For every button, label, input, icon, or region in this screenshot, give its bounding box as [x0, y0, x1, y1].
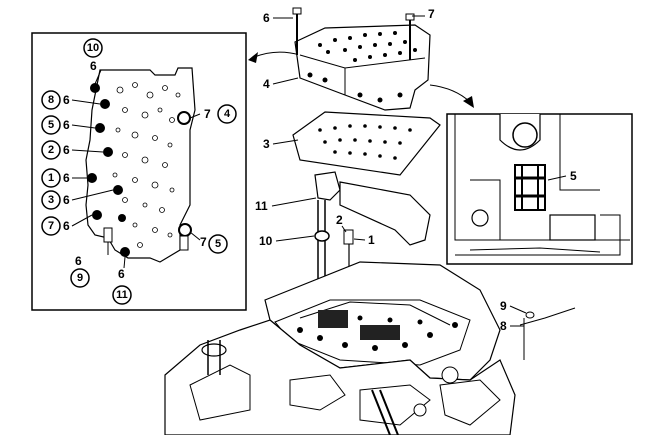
label-6-g: 6 [63, 219, 70, 233]
callout-6: 6 [263, 11, 270, 25]
circled-label-4: 4 [217, 104, 237, 124]
callout-1: 1 [368, 233, 375, 247]
callout-3: 3 [263, 137, 270, 151]
svg-text:3: 3 [48, 194, 54, 206]
circled-label-9: 9 [70, 268, 90, 288]
circled-label-10: 10 [83, 38, 103, 58]
valve-body-assembly [292, 7, 441, 320]
label-6-d: 6 [63, 143, 70, 157]
arrow-to-left-inset [251, 51, 301, 59]
svg-text:8: 8 [48, 94, 54, 106]
svg-text:5: 5 [48, 119, 54, 131]
circled-label-11: 11 [112, 285, 132, 305]
label-7-right-bottom: 7 [200, 235, 207, 249]
circled-label-2: 2 [41, 140, 61, 160]
circled-label-1: 1 [41, 168, 61, 188]
left-inset-panel: 10 6 8 6 5 6 2 6 1 6 3 6 7 [31, 32, 247, 311]
checkball-locations [87, 83, 192, 257]
callout-8: 8 [500, 319, 507, 333]
right-inset-panel: 5 [446, 113, 633, 265]
label-6-i: 6 [118, 267, 125, 281]
callout-9: 9 [500, 299, 507, 313]
circled-label-5-left: 5 [41, 115, 61, 135]
svg-text:10: 10 [87, 42, 99, 54]
label-6-e: 6 [63, 171, 70, 185]
circled-label-5-right: 5 [208, 234, 228, 254]
callout-7: 7 [428, 7, 435, 21]
circled-label-7: 7 [41, 216, 61, 236]
svg-text:5: 5 [215, 238, 221, 250]
svg-text:1: 1 [48, 172, 54, 184]
main-callouts: 6 7 4 3 11 10 2 1 9 8 [255, 7, 527, 360]
svg-text:9: 9 [77, 272, 83, 284]
svg-text:11: 11 [116, 289, 128, 301]
callout-11: 11 [255, 199, 268, 213]
left-inset-leaders [71, 69, 201, 269]
svg-text:2: 2 [48, 144, 54, 156]
valve-body-holes [112, 82, 181, 248]
svg-text:7: 7 [48, 220, 54, 232]
label-6-top: 6 [90, 59, 97, 73]
transmission-case [164, 261, 576, 435]
label-6-b: 6 [63, 93, 70, 107]
label-6-f: 6 [63, 193, 70, 207]
circled-label-8: 8 [41, 90, 61, 110]
callout-4: 4 [263, 77, 270, 91]
right-inset-callout-5: 5 [570, 169, 577, 183]
svg-text:4: 4 [224, 108, 231, 120]
arrow-to-right-inset [429, 84, 471, 103]
callout-2: 2 [336, 213, 343, 227]
circled-label-3: 3 [41, 190, 61, 210]
label-6-c: 6 [63, 118, 70, 132]
label-6-h: 6 [75, 254, 82, 268]
callout-10: 10 [259, 234, 273, 248]
label-7-right-top: 7 [204, 107, 211, 121]
